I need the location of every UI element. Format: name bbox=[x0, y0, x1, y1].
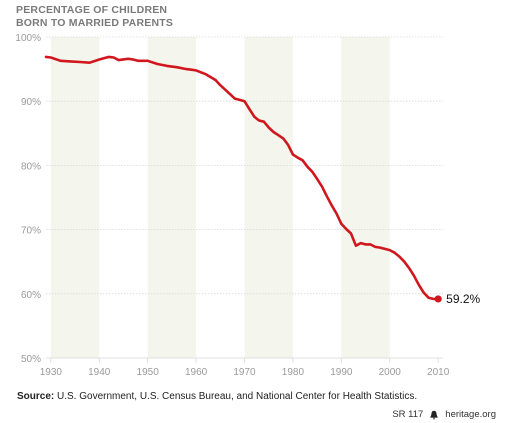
decade-band-1990 bbox=[341, 37, 390, 358]
report-number: SR 117 bbox=[392, 409, 424, 420]
decade-band-1930 bbox=[50, 37, 100, 358]
liberty-bell-icon bbox=[430, 410, 439, 419]
chart-title-line-1: PERCENTAGE OF CHILDREN bbox=[16, 4, 168, 16]
source-label: Source: bbox=[17, 391, 55, 402]
x-tick-label-1980: 1980 bbox=[282, 367, 305, 378]
decade-band-1970 bbox=[244, 37, 293, 358]
x-tick-label-1950: 1950 bbox=[137, 367, 160, 378]
chart-title: PERCENTAGE OF CHILDREN BORN TO MARRIED P… bbox=[16, 4, 173, 30]
gridlines bbox=[46, 36, 443, 359]
x-tick-label-1990: 1990 bbox=[330, 367, 353, 378]
end-point-marker bbox=[434, 295, 442, 303]
x-tick-label-1940: 1940 bbox=[88, 367, 111, 378]
x-axis-ticks: 1930 1940 1950 1960 1970 1980 1990 2000 2010 bbox=[40, 358, 450, 378]
y-tick-label-60: 60% bbox=[21, 290, 41, 301]
x-tick-label-1970: 1970 bbox=[233, 367, 256, 378]
source-text: U.S. Government, U.S. Census Bureau, and… bbox=[57, 391, 418, 402]
y-tick-label-50: 50% bbox=[21, 354, 41, 365]
x-tick-label-1960: 1960 bbox=[185, 367, 208, 378]
x-tick-label-2010: 2010 bbox=[427, 367, 450, 378]
line-chart: 50% 60% 70% 80% 90% 100% 1930 1940 1950 1960 1970… bbox=[15, 33, 480, 378]
x-tick-label-2000: 2000 bbox=[379, 367, 402, 378]
y-tick-label-80: 80% bbox=[21, 161, 41, 172]
source-note: Source: U.S. Government, U.S. Census Bur… bbox=[17, 391, 417, 402]
y-tick-label-90: 90% bbox=[21, 97, 41, 108]
x-tick-label-1930: 1930 bbox=[40, 367, 63, 378]
y-axis-ticks: 50% 60% 70% 80% 90% 100% bbox=[15, 33, 41, 365]
y-tick-label-70: 70% bbox=[21, 226, 41, 237]
y-tick-label-100: 100% bbox=[15, 33, 41, 44]
decade-band-1950 bbox=[147, 37, 197, 358]
site-name: heritage.org bbox=[445, 409, 496, 420]
series-line bbox=[44, 55, 440, 301]
footer: SR 117 heritage.org bbox=[392, 409, 496, 420]
decade-bands bbox=[50, 37, 390, 358]
end-value-label: 59.2% bbox=[446, 292, 480, 306]
chart-title-line-2: BORN TO MARRIED PARENTS bbox=[16, 17, 174, 29]
